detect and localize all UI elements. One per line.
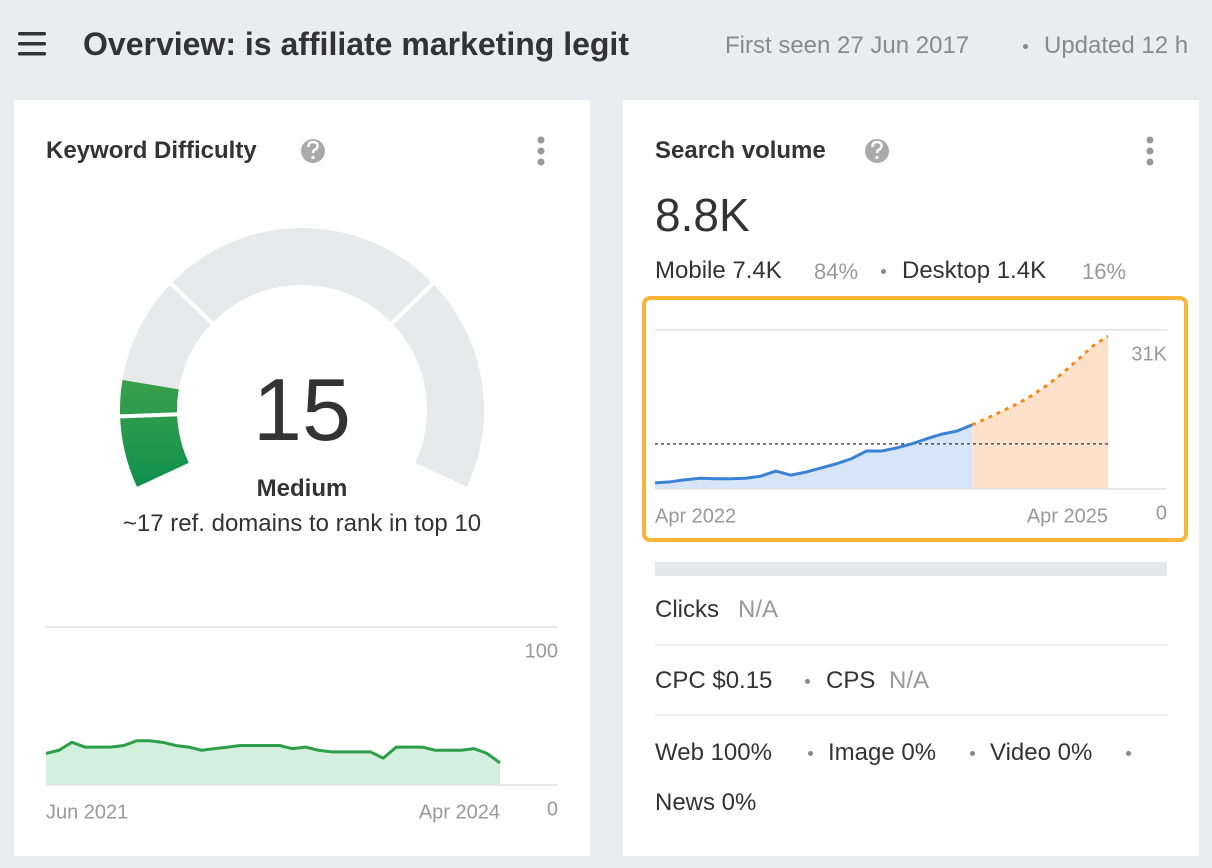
x-tick-label: Apr 2022: [655, 505, 736, 527]
y-tick-label: 31K: [1131, 343, 1167, 365]
line: [654, 423, 973, 485]
more-menu[interactable]: [537, 136, 545, 166]
menu-icon[interactable]: [18, 32, 46, 56]
clicks-value: N/A: [738, 596, 779, 623]
line: [45, 739, 501, 765]
gauge-fill: [119, 379, 189, 487]
serp-feature: Web 100%: [655, 739, 772, 766]
serp-feature: Video 0%: [990, 739, 1093, 766]
serp-feature: Image 0%: [828, 739, 937, 766]
desktop: Desktop 1.4K: [902, 257, 1047, 284]
cps-value: N/A: [889, 667, 930, 694]
updated: Updated 12 h: [1044, 32, 1189, 59]
separator: [805, 679, 810, 684]
help-icon[interactable]: [865, 139, 889, 163]
separator: [881, 269, 886, 274]
gauge-track: [120, 228, 485, 487]
page-title: Overview: is affiliate marketing legit: [83, 26, 629, 62]
desktop-share: 16%: [1082, 259, 1127, 284]
line: [971, 334, 1109, 427]
y-tick-label: 0: [1156, 502, 1167, 524]
kd-score: 15: [253, 360, 351, 459]
x-tick-label: Apr 2025: [1027, 505, 1108, 527]
separator: [1023, 44, 1028, 49]
gauge-separator: [168, 280, 215, 326]
serp-bar: [655, 562, 1167, 576]
x-tick-label: Apr 2024: [419, 801, 500, 823]
x-tick-label: Jun 2021: [46, 801, 128, 823]
gauge-separator: [118, 412, 180, 419]
first-seen: First seen 27 Jun 2017: [725, 32, 970, 59]
card-title: Search volume: [655, 137, 826, 164]
more-menu[interactable]: [1146, 136, 1154, 166]
clicks-label: Clicks: [655, 596, 719, 623]
area: [46, 740, 500, 785]
mobile-share: 84%: [814, 259, 859, 284]
y-tick-label: 0: [547, 798, 558, 820]
area: [972, 336, 1108, 489]
cps-label: CPS: [826, 667, 876, 694]
area: [655, 424, 973, 489]
highlight-frame: [642, 296, 1188, 542]
serp-feature: News 0%: [655, 789, 757, 816]
separator: [970, 751, 975, 756]
separator: [1126, 751, 1131, 756]
y-tick-label: 100: [525, 640, 558, 662]
mobile: Mobile 7.4K: [655, 257, 782, 284]
gauge-separator: [389, 280, 436, 326]
cpc: CPC $0.15: [655, 667, 773, 694]
kd-level: Medium: [256, 475, 348, 502]
kd-card: [14, 100, 590, 856]
help-icon[interactable]: [301, 139, 325, 163]
separator: [808, 751, 813, 756]
kd-note: ~17 ref. domains to rank in top 10: [122, 510, 482, 537]
volume: 8.8K: [655, 189, 750, 241]
card-title: Keyword Difficulty: [46, 137, 257, 164]
